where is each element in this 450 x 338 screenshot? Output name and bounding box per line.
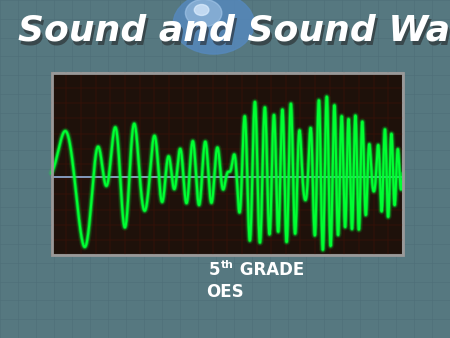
Circle shape: [173, 0, 254, 54]
Circle shape: [185, 0, 222, 27]
Bar: [52, 73, 403, 255]
Text: GRADE: GRADE: [234, 261, 304, 279]
Text: Sound and Sound Waves: Sound and Sound Waves: [20, 18, 450, 52]
Text: th: th: [220, 260, 234, 270]
Bar: [52, 73, 403, 255]
Text: Sound and Sound Waves: Sound and Sound Waves: [18, 14, 450, 48]
Text: 5: 5: [209, 261, 220, 279]
Text: OES: OES: [206, 283, 244, 301]
Circle shape: [194, 4, 209, 16]
